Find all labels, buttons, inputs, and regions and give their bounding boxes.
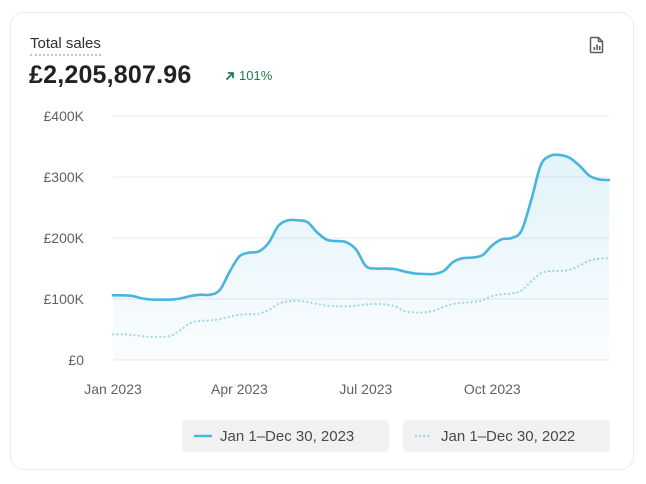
- series-area-2023: [113, 154, 609, 360]
- y-tick-label: £300K: [44, 169, 85, 185]
- legend-label-2022: Jan 1–Dec 30, 2022: [441, 427, 576, 445]
- solid-line-swatch-icon: [194, 434, 212, 438]
- card-title[interactable]: Total sales: [30, 35, 101, 56]
- legend-label-2023: Jan 1–Dec 30, 2023: [220, 427, 355, 445]
- arrow-up-right-icon: [226, 72, 234, 80]
- y-tick-label: £0: [68, 352, 84, 368]
- report-button[interactable]: [586, 34, 608, 56]
- report-document-icon: [589, 36, 604, 54]
- y-tick-label: £100K: [44, 291, 85, 307]
- total-sales-value: £2,205,807.96: [29, 61, 192, 89]
- change-percent: 101%: [239, 68, 273, 83]
- change-indicator: 101%: [225, 68, 272, 84]
- y-tick-label: £400K: [44, 108, 85, 124]
- x-tick-label: Apr 2023: [211, 381, 268, 397]
- series-line-2023: [111, 153, 611, 301]
- x-tick-label: Oct 2023: [464, 381, 521, 397]
- x-tick-label: Jan 2023: [84, 381, 142, 397]
- legend-item-2023[interactable]: Jan 1–Dec 30, 2023: [182, 420, 389, 452]
- x-tick-label: Jul 2023: [339, 381, 392, 397]
- y-tick-label: £200K: [44, 230, 85, 246]
- dotted-line-swatch-icon: [415, 434, 433, 438]
- legend-item-2022[interactable]: Jan 1–Dec 30, 2022: [403, 420, 610, 452]
